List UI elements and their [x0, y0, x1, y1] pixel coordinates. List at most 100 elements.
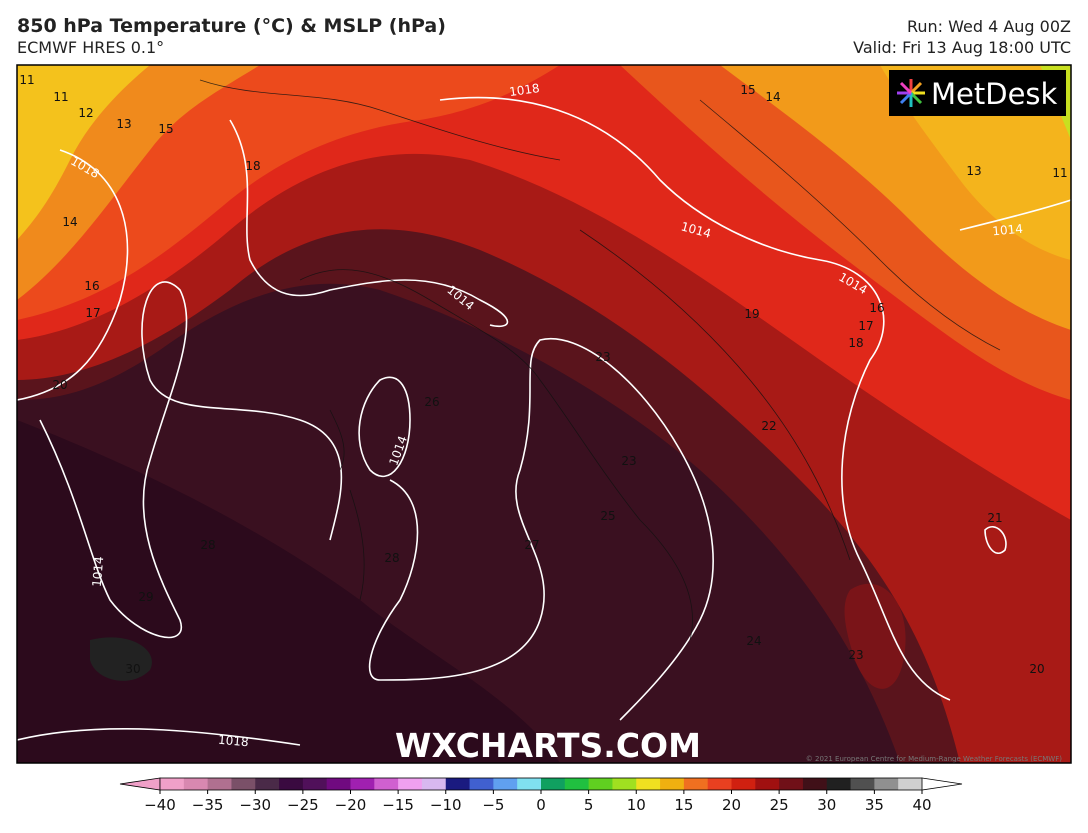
- temperature-label: 14: [765, 90, 780, 104]
- temperature-label: 23: [595, 350, 610, 364]
- colorbar-segment: [493, 778, 518, 790]
- temperature-label: 26: [424, 395, 439, 409]
- temperature-label: 15: [158, 122, 173, 136]
- colorbar-tick-label: −15: [382, 796, 414, 814]
- isobar-label: 1014: [90, 556, 107, 588]
- temperature-label: 17: [858, 319, 873, 333]
- colorbar-segment: [731, 778, 756, 790]
- colorbar-segment: [183, 778, 209, 790]
- colorbar-segment: [231, 778, 256, 790]
- temperature-label: 20: [52, 378, 67, 392]
- colorbar-segment: [374, 778, 399, 790]
- colorbar-segment: [207, 778, 232, 790]
- colorbar-segment: [612, 778, 637, 790]
- colorbar-segment: [445, 778, 471, 790]
- map: 11 11 12 13 15 18 14 16 17 20 15 14 13 11 16 17 18 19 23 26…: [17, 65, 1071, 765]
- colorbar-end: [119, 777, 161, 791]
- title: 850 hPa Temperature (°C) & MSLP (hPa): [17, 15, 446, 37]
- colorbar-tick-label: 25: [770, 796, 789, 814]
- temperature-label: 13: [966, 164, 981, 178]
- temperature-label: 11: [53, 90, 68, 104]
- colorbar-tick-label: 35: [865, 796, 884, 814]
- colorbar: −40 −35 −30 −25 −20 −15 −10 −5 0 5 10 15 20 25 30 35 40: [119, 777, 963, 814]
- colorbar-segment: [541, 778, 566, 790]
- temperature-label: 28: [200, 538, 215, 552]
- colorbar-segment: [160, 778, 185, 790]
- colorbar-end: [921, 777, 963, 791]
- colorbar-segment: [421, 778, 447, 790]
- temperature-label: 11: [1052, 166, 1067, 180]
- temperature-label: 21: [987, 511, 1002, 525]
- logo-icon: [897, 79, 925, 107]
- colorbar-segment: [469, 778, 494, 790]
- temperature-label: 13: [116, 117, 131, 131]
- colorbar-segment: [636, 778, 661, 790]
- colorbar-segment: [850, 778, 875, 790]
- colorbar-segment: [255, 778, 280, 790]
- temperature-label: 14: [62, 215, 77, 229]
- colorbar-tick-label: −25: [287, 796, 319, 814]
- colorbar-tick-label: −35: [192, 796, 224, 814]
- temperature-label: 12: [78, 106, 93, 120]
- colorbar-segment: [898, 778, 923, 790]
- temperature-label: 17: [85, 306, 100, 320]
- logo: MetDesk: [931, 77, 1058, 111]
- temperature-label: 30: [125, 662, 140, 676]
- valid: Valid: Fri 13 Aug 18:00 UTC: [853, 38, 1071, 57]
- colorbar-segment: [326, 778, 351, 790]
- temperature-label: 22: [761, 419, 776, 433]
- colorbar-segment: [660, 778, 685, 790]
- run: Run: Wed 4 Aug 00Z: [907, 17, 1071, 36]
- isobar-label: 1018: [508, 81, 540, 99]
- colorbar-segment: [683, 778, 709, 790]
- colorbar-segment: [707, 778, 732, 790]
- temperature-label: 18: [245, 159, 260, 173]
- temperature-label: 25: [600, 509, 615, 523]
- temperature-label: 24: [746, 634, 761, 648]
- colorbar-tick-label: −20: [335, 796, 367, 814]
- colorbar-tick-label: −5: [482, 796, 504, 814]
- colorbar-tick-label: −40: [144, 796, 176, 814]
- isobars: [17, 96, 1071, 746]
- isobar-label: 1014: [992, 222, 1024, 239]
- colorbar-tick-label: 30: [817, 796, 836, 814]
- colorbar-segment: [302, 778, 328, 790]
- temperature-label: 29: [138, 590, 153, 604]
- colorbar-segment: [279, 778, 304, 790]
- map-frame: [16, 64, 1072, 764]
- coastlines: [199, 79, 1001, 641]
- colorbar-segment: [755, 778, 780, 790]
- temperature-label: 27: [524, 538, 539, 552]
- temperature-label: 16: [84, 279, 99, 293]
- colorbar-segment: [350, 778, 375, 790]
- colorbar-segment: [564, 778, 590, 790]
- colorbar-tick-label: −30: [239, 796, 271, 814]
- colorbar-tick-label: 5: [584, 796, 594, 814]
- temperature-label: 28: [384, 551, 399, 565]
- colorbar-tick-label: 10: [627, 796, 646, 814]
- copyright: © 2021 European Centre for Medium-Range …: [806, 755, 1062, 763]
- colorbar-segment: [802, 778, 828, 790]
- isobar-label: 1018: [218, 733, 250, 750]
- colorbar-segment: [826, 778, 852, 790]
- colorbar-tick-label: 20: [722, 796, 741, 814]
- temperature-label: 23: [848, 648, 863, 662]
- temperature-label: 16: [869, 301, 884, 315]
- subtitle: ECMWF HRES 0.1°: [17, 38, 164, 57]
- watermark: WXCHARTS.COM: [395, 726, 701, 765]
- temperature-label: 18: [848, 336, 863, 350]
- colorbar-segment: [779, 778, 804, 790]
- colorbar-segment: [874, 778, 899, 790]
- temperature-label: 11: [19, 73, 34, 87]
- colorbar-segment: [517, 778, 542, 790]
- colorbar-tick-label: 40: [912, 796, 931, 814]
- temperature-label: 23: [621, 454, 636, 468]
- colorbar-tick-label: −10: [430, 796, 462, 814]
- colorbar-segment: [588, 778, 613, 790]
- temperature-label: 15: [740, 83, 755, 97]
- temperature-label: 20: [1029, 662, 1044, 676]
- colorbar-tick-label: 15: [674, 796, 693, 814]
- colorbar-segment: [398, 778, 423, 790]
